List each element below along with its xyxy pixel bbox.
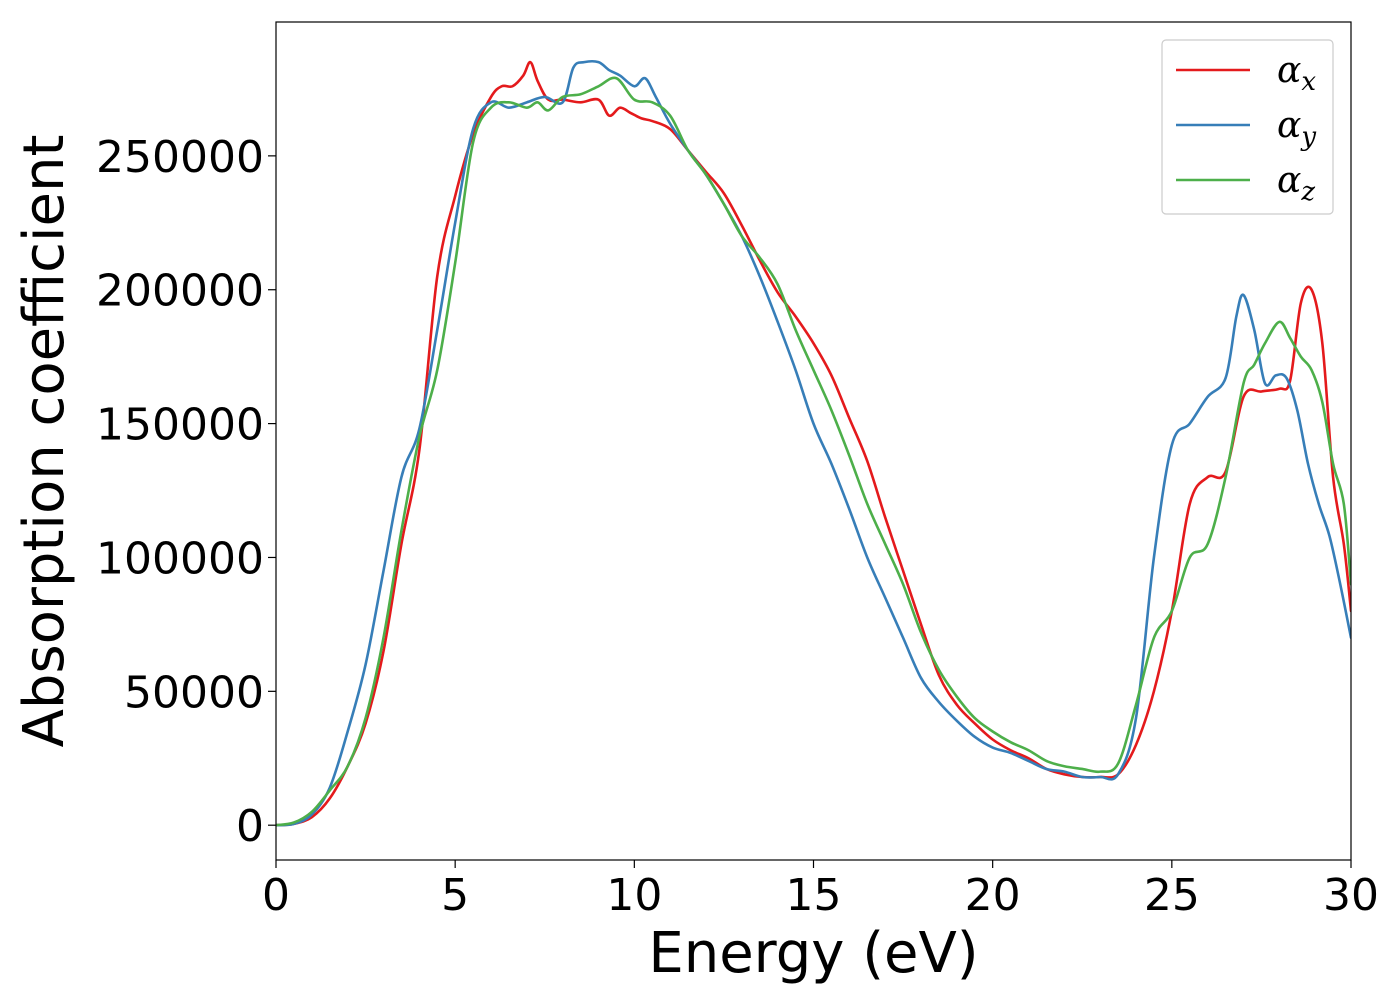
y-axis-title: Absorption coefficient — [12, 135, 77, 748]
y-tick-label: 50000 — [124, 667, 264, 718]
y-tick-label: 250000 — [96, 132, 264, 183]
series-line-z — [276, 76, 1351, 827]
y-tick-label: 100000 — [96, 533, 264, 584]
x-tick-label: 5 — [441, 870, 469, 921]
x-tick-label: 0 — [262, 870, 290, 921]
x-tick-label: 30 — [1323, 870, 1379, 921]
y-tick-label: 0 — [236, 801, 264, 852]
legend-box — [1161, 39, 1334, 215]
x-axis-title: Energy (eV) — [648, 921, 978, 986]
x-tick-label: 15 — [786, 870, 842, 921]
y-tick-label: 150000 — [96, 400, 264, 451]
ticks-layer: 0 5 10 15 20 25 30 0 50000 100000 150000 200000 2500… — [96, 132, 1379, 921]
series-line-x — [276, 60, 1351, 827]
x-tick-label: 20 — [965, 870, 1021, 921]
series-line-y — [276, 60, 1351, 827]
x-tick-label: 10 — [606, 870, 662, 921]
x-tick-label: 25 — [1144, 870, 1200, 921]
series-layer — [276, 60, 1351, 827]
y-tick-label: 200000 — [96, 266, 264, 317]
